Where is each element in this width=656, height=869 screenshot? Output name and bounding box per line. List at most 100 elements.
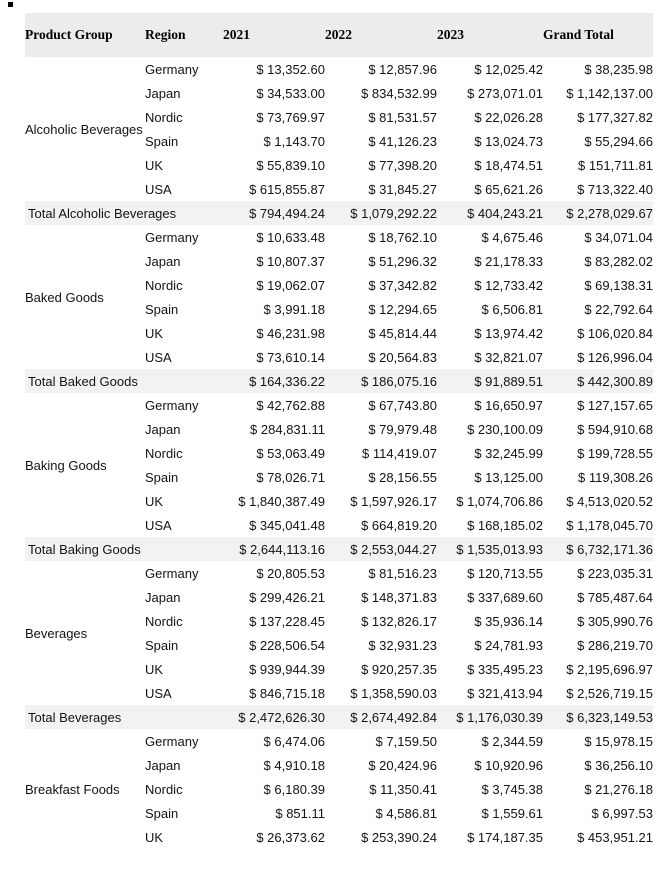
product-group-cell: Baked Goods bbox=[25, 225, 145, 369]
value-cell-y2023: $ 24,781.93 bbox=[437, 633, 543, 657]
region-row: Beverages Germany $ 20,805.53 $ 81,516.23 $ … bbox=[25, 561, 653, 705]
region-cell: USA bbox=[145, 345, 223, 369]
value-cell-y2023: $ 2,344.59 bbox=[437, 729, 543, 753]
value-cell-grand_total: $ 6,997.53 bbox=[543, 801, 653, 825]
value-cell-grand_total: $ 83,282.02 bbox=[543, 249, 653, 273]
pivot-table: Product Group Region 2021 2022 2023 Gran… bbox=[25, 13, 653, 849]
value-cell-y2023: $ 32,821.07 bbox=[437, 345, 543, 369]
product-group-cell: Breakfast Foods bbox=[25, 729, 145, 849]
region-row: UK $ 1,840,387.49 $ 1,597,926.17 $ 1,074,70… bbox=[25, 489, 653, 513]
value-cell-y2023: $ 120,713.55 bbox=[437, 561, 543, 585]
region-cell: Spain bbox=[145, 297, 223, 321]
value-cell-grand_total: $ 177,327.82 bbox=[543, 105, 653, 129]
region-row: Spain $ 78,026.71 $ 28,156.55 $ 13,125.00 $ … bbox=[25, 465, 653, 489]
region-row: UK $ 55,839.10 $ 77,398.20 $ 18,474.51 $ 151… bbox=[25, 153, 653, 177]
value-cell-y2021: $ 34,533.00 bbox=[223, 81, 325, 105]
group-total-row: Total Baking Goods $ 2,644,113.16 $ 2,553,… bbox=[25, 537, 653, 561]
total-value-cell-y2023: $ 91,889.51 bbox=[437, 369, 543, 393]
value-cell-y2022: $ 41,126.23 bbox=[325, 129, 437, 153]
region-row: Nordic $ 6,180.39 $ 11,350.41 $ 3,745.38 $ 2… bbox=[25, 777, 653, 801]
region-cell: Germany bbox=[145, 729, 223, 753]
header-row: Product Group Region 2021 2022 2023 Gran… bbox=[25, 13, 653, 57]
value-cell-y2022: $ 77,398.20 bbox=[325, 153, 437, 177]
total-value-cell-y2021: $ 2,472,626.30 bbox=[223, 705, 325, 729]
value-cell-grand_total: $ 55,294.66 bbox=[543, 129, 653, 153]
total-value-cell-y2022: $ 186,075.16 bbox=[325, 369, 437, 393]
region-cell: Japan bbox=[145, 585, 223, 609]
product-group-cell: Baking Goods bbox=[25, 393, 145, 537]
table-header: Product Group Region 2021 2022 2023 Gran… bbox=[25, 13, 653, 57]
value-cell-y2021: $ 13,352.60 bbox=[223, 57, 325, 81]
value-cell-y2021: $ 20,805.53 bbox=[223, 561, 325, 585]
value-cell-grand_total: $ 453,951.21 bbox=[543, 825, 653, 849]
value-cell-y2022: $ 12,857.96 bbox=[325, 57, 437, 81]
value-cell-y2023: $ 13,024.73 bbox=[437, 129, 543, 153]
value-cell-y2022: $ 148,371.83 bbox=[325, 585, 437, 609]
total-value-cell-y2022: $ 2,674,492.84 bbox=[325, 705, 437, 729]
value-cell-y2022: $ 31,845.27 bbox=[325, 177, 437, 201]
region-cell: USA bbox=[145, 681, 223, 705]
value-cell-y2022: $ 20,564.83 bbox=[325, 345, 437, 369]
value-cell-y2022: $ 51,296.32 bbox=[325, 249, 437, 273]
value-cell-y2023: $ 230,100.09 bbox=[437, 417, 543, 441]
region-cell: Japan bbox=[145, 417, 223, 441]
value-cell-y2021: $ 46,231.98 bbox=[223, 321, 325, 345]
value-cell-y2021: $ 615,855.87 bbox=[223, 177, 325, 201]
region-cell: Nordic bbox=[145, 777, 223, 801]
total-value-cell-y2023: $ 404,243.21 bbox=[437, 201, 543, 225]
value-cell-y2022: $ 45,814.44 bbox=[325, 321, 437, 345]
total-value-cell-grand_total: $ 6,732,171.36 bbox=[543, 537, 653, 561]
product-group-cell: Alcoholic Beverages bbox=[25, 57, 145, 201]
product-group-cell: Beverages bbox=[25, 561, 145, 705]
value-cell-y2021: $ 1,143.70 bbox=[223, 129, 325, 153]
group-total-label: Total Beverages bbox=[25, 705, 223, 729]
total-value-cell-y2022: $ 1,079,292.22 bbox=[325, 201, 437, 225]
region-row: Japan $ 284,831.11 $ 79,979.48 $ 230,100.09… bbox=[25, 417, 653, 441]
region-cell: USA bbox=[145, 513, 223, 537]
value-cell-y2021: $ 228,506.54 bbox=[223, 633, 325, 657]
region-cell: UK bbox=[145, 657, 223, 681]
value-cell-y2021: $ 6,474.06 bbox=[223, 729, 325, 753]
value-cell-y2021: $ 55,839.10 bbox=[223, 153, 325, 177]
value-cell-y2023: $ 21,178.33 bbox=[437, 249, 543, 273]
value-cell-grand_total: $ 126,996.04 bbox=[543, 345, 653, 369]
region-cell: Nordic bbox=[145, 609, 223, 633]
value-cell-y2022: $ 28,156.55 bbox=[325, 465, 437, 489]
value-cell-y2021: $ 19,062.07 bbox=[223, 273, 325, 297]
value-cell-y2023: $ 273,071.01 bbox=[437, 81, 543, 105]
value-cell-y2022: $ 4,586.81 bbox=[325, 801, 437, 825]
region-cell: Japan bbox=[145, 753, 223, 777]
region-row: USA $ 615,855.87 $ 31,845.27 $ 65,621.26 $ 7… bbox=[25, 177, 653, 201]
region-cell: Japan bbox=[145, 249, 223, 273]
region-row: USA $ 73,610.14 $ 20,564.83 $ 32,821.07 $ 12… bbox=[25, 345, 653, 369]
region-row: UK $ 46,231.98 $ 45,814.44 $ 13,974.42 $ 106… bbox=[25, 321, 653, 345]
value-cell-grand_total: $ 15,978.15 bbox=[543, 729, 653, 753]
region-row: Nordic $ 73,769.97 $ 81,531.57 $ 22,026.28 $… bbox=[25, 105, 653, 129]
value-cell-y2022: $ 20,424.96 bbox=[325, 753, 437, 777]
total-value-cell-y2023: $ 1,176,030.39 bbox=[437, 705, 543, 729]
screen-artifact bbox=[8, 2, 13, 7]
group-total-label: Total Baked Goods bbox=[25, 369, 223, 393]
value-cell-grand_total: $ 2,195,696.97 bbox=[543, 657, 653, 681]
region-cell: Japan bbox=[145, 81, 223, 105]
value-cell-grand_total: $ 34,071.04 bbox=[543, 225, 653, 249]
value-cell-y2022: $ 18,762.10 bbox=[325, 225, 437, 249]
value-cell-y2021: $ 299,426.21 bbox=[223, 585, 325, 609]
value-cell-grand_total: $ 69,138.31 bbox=[543, 273, 653, 297]
region-cell: Nordic bbox=[145, 273, 223, 297]
value-cell-y2022: $ 81,531.57 bbox=[325, 105, 437, 129]
region-cell: Germany bbox=[145, 225, 223, 249]
value-cell-y2021: $ 345,041.48 bbox=[223, 513, 325, 537]
region-row: Japan $ 34,533.00 $ 834,532.99 $ 273,071.01… bbox=[25, 81, 653, 105]
total-value-cell-grand_total: $ 6,323,149.53 bbox=[543, 705, 653, 729]
value-cell-y2021: $ 73,769.97 bbox=[223, 105, 325, 129]
column-header-2023: 2023 bbox=[437, 13, 543, 57]
value-cell-grand_total: $ 305,990.76 bbox=[543, 609, 653, 633]
value-cell-grand_total: $ 22,792.64 bbox=[543, 297, 653, 321]
value-cell-y2021: $ 4,910.18 bbox=[223, 753, 325, 777]
value-cell-grand_total: $ 713,322.40 bbox=[543, 177, 653, 201]
value-cell-y2023: $ 10,920.96 bbox=[437, 753, 543, 777]
total-value-cell-grand_total: $ 442,300.89 bbox=[543, 369, 653, 393]
total-value-cell-y2021: $ 794,494.24 bbox=[223, 201, 325, 225]
region-row: Spain $ 851.11 $ 4,586.81 $ 1,559.61 $ 6,997… bbox=[25, 801, 653, 825]
